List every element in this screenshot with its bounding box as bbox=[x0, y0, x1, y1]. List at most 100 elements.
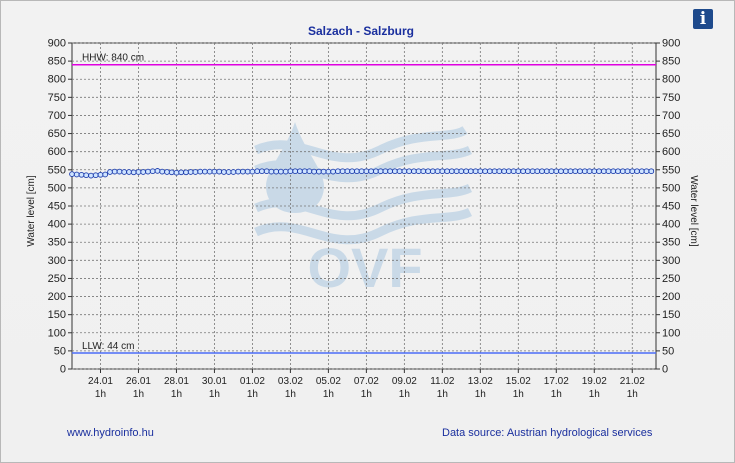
data-point bbox=[463, 168, 469, 175]
data-point bbox=[472, 168, 479, 175]
data-point bbox=[187, 169, 194, 175]
y-tick-label-left: 650 bbox=[48, 128, 66, 140]
data-point bbox=[221, 169, 227, 175]
chart-title: Salzach - Salzburg bbox=[308, 24, 414, 38]
data-point bbox=[73, 171, 80, 178]
data-point bbox=[102, 171, 109, 178]
data-point bbox=[572, 168, 579, 175]
data-point bbox=[111, 168, 118, 175]
data-point bbox=[501, 168, 507, 175]
x-tick-label-date: 03.02 bbox=[278, 376, 303, 387]
y-tick-label-right: 100 bbox=[662, 327, 680, 339]
data-point bbox=[610, 168, 617, 175]
data-point bbox=[520, 168, 526, 175]
threshold-label: HHW: 840 cm bbox=[82, 53, 144, 64]
y-tick-label-right: 900 bbox=[662, 38, 680, 50]
y-axis-label-right: Water level [cm] bbox=[688, 175, 699, 247]
x-tick-label-date: 07.02 bbox=[354, 376, 379, 387]
x-tick-label-date: 28.01 bbox=[164, 376, 189, 387]
data-point bbox=[482, 168, 488, 175]
data-point bbox=[600, 168, 607, 175]
website-link[interactable]: www.hydroinfo.hu bbox=[67, 427, 154, 439]
data-point bbox=[629, 168, 636, 175]
y-tick-label-left: 450 bbox=[48, 201, 66, 213]
data-point bbox=[178, 169, 185, 176]
data-point bbox=[149, 168, 156, 175]
data-point bbox=[244, 168, 251, 175]
data-point bbox=[420, 168, 427, 175]
x-tick-label-date: 15.02 bbox=[506, 376, 531, 387]
threshold-label: LLW: 44 cm bbox=[82, 341, 134, 352]
data-point bbox=[562, 168, 569, 175]
data-point bbox=[586, 168, 593, 175]
data-point bbox=[121, 169, 128, 175]
y-tick-label-left: 600 bbox=[48, 146, 66, 158]
watermark: OVF bbox=[254, 122, 473, 299]
data-point bbox=[273, 168, 280, 175]
y-tick-label-right: 450 bbox=[662, 201, 680, 213]
data-point bbox=[240, 168, 246, 175]
y-tick-label-left: 200 bbox=[48, 291, 66, 303]
data-point bbox=[259, 168, 265, 175]
data-point bbox=[164, 169, 170, 175]
x-tick-label-date: 05.02 bbox=[316, 376, 341, 387]
data-point bbox=[339, 168, 346, 175]
data-point bbox=[159, 168, 166, 175]
data-point bbox=[230, 169, 237, 175]
y-tick-label-right: 650 bbox=[662, 128, 680, 140]
data-point bbox=[92, 172, 99, 179]
x-tick-label-date: 13.02 bbox=[468, 376, 493, 387]
info-icon[interactable]: i bbox=[693, 9, 713, 29]
data-point bbox=[168, 169, 175, 176]
x-tick-label-date: 26.01 bbox=[126, 376, 151, 387]
x-tick-label-time: 1h bbox=[551, 389, 562, 400]
data-point bbox=[197, 168, 204, 175]
x-tick-label-date: 01.02 bbox=[240, 376, 265, 387]
data-point bbox=[448, 168, 455, 175]
data-point bbox=[301, 168, 308, 175]
data-point bbox=[330, 168, 336, 175]
data-point bbox=[434, 168, 441, 175]
data-point bbox=[263, 168, 270, 175]
data-point bbox=[567, 168, 574, 175]
y-tick-label-right: 600 bbox=[662, 146, 680, 158]
data-point bbox=[202, 168, 208, 175]
data-point bbox=[429, 168, 436, 175]
data-point bbox=[496, 168, 503, 175]
data-point bbox=[268, 168, 275, 175]
y-tick-label-left: 250 bbox=[48, 273, 66, 285]
data-point bbox=[278, 168, 284, 175]
watermark-wave bbox=[254, 207, 473, 245]
data-point bbox=[605, 168, 612, 175]
x-tick-label-time: 1h bbox=[95, 389, 106, 400]
watermark-wave bbox=[254, 183, 473, 221]
x-tick-label-date: 11.02 bbox=[430, 376, 455, 387]
data-point bbox=[126, 169, 132, 175]
data-point bbox=[344, 168, 351, 175]
data-point bbox=[78, 171, 85, 178]
data-point bbox=[373, 168, 379, 175]
y-tick-label-right: 500 bbox=[662, 182, 680, 194]
y-tick-label-left: 900 bbox=[48, 38, 66, 50]
x-tick-label-time: 1h bbox=[323, 389, 334, 400]
data-point bbox=[596, 168, 602, 175]
data-source-text: Data source: Austrian hydrological servi… bbox=[442, 427, 653, 439]
data-point bbox=[349, 168, 355, 175]
data-point bbox=[491, 168, 498, 175]
y-tick-label-left: 0 bbox=[60, 364, 66, 376]
x-tick-label-time: 1h bbox=[513, 389, 524, 400]
x-tick-label-time: 1h bbox=[627, 389, 638, 400]
data-point bbox=[116, 168, 123, 175]
data-point bbox=[591, 168, 598, 175]
data-point bbox=[453, 168, 460, 175]
data-point bbox=[354, 168, 360, 175]
x-tick-label-time: 1h bbox=[475, 389, 486, 400]
data-point bbox=[225, 169, 232, 175]
x-tick-label-date: 19.02 bbox=[582, 376, 607, 387]
data-point bbox=[624, 168, 631, 175]
y-tick-label-right: 550 bbox=[662, 164, 680, 176]
data-point bbox=[154, 168, 161, 174]
x-tick-label-time: 1h bbox=[361, 389, 372, 400]
